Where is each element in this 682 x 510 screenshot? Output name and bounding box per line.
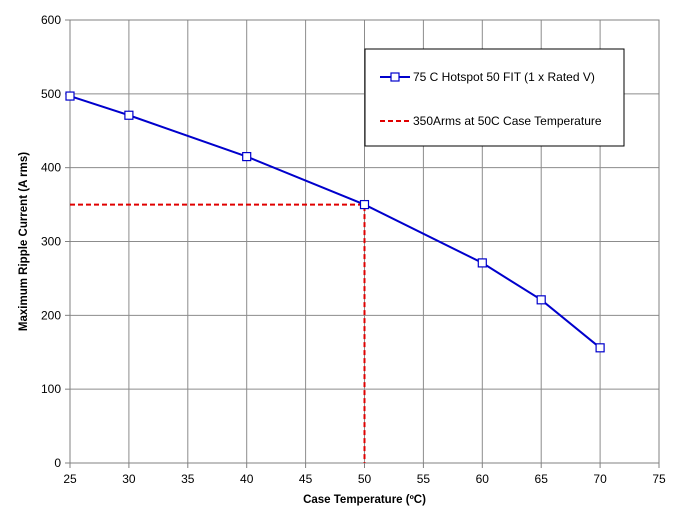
legend-label: 75 C Hotspot 50 FIT (1 x Rated V): [413, 70, 595, 84]
legend-label: 350Arms at 50C Case Temperature: [413, 114, 602, 128]
series-layer: [65, 91, 605, 463]
data-point: [124, 110, 134, 120]
y-tick-label: 600: [41, 13, 61, 27]
x-tick-label: 70: [593, 472, 607, 486]
x-tick-label: 30: [122, 472, 136, 486]
data-point: [536, 295, 546, 305]
x-tick-label: 35: [181, 472, 195, 486]
x-tick-label: 50: [358, 472, 372, 486]
y-tick-label: 100: [41, 382, 61, 396]
x-tick-label: 75: [652, 472, 666, 486]
data-point: [477, 258, 487, 268]
data-point: [242, 151, 252, 162]
x-axis-ticks: 25 30 35 40 45 50 55 60 65 70 75: [63, 463, 666, 486]
y-tick-label: 300: [41, 235, 61, 249]
data-point: [595, 343, 605, 353]
x-axis-title: Case Temperature (ºC): [303, 494, 426, 506]
y-tick-label: 400: [41, 161, 61, 175]
x-tick-label: 40: [240, 472, 254, 486]
legend-marker: [390, 72, 400, 82]
series-line-2: [70, 203, 366, 463]
y-tick-label: 0: [54, 456, 61, 470]
y-tick-label: 200: [41, 308, 61, 322]
y-tick-label: 500: [41, 87, 61, 101]
x-tick-label: 25: [63, 472, 77, 486]
x-tick-label: 60: [476, 472, 490, 486]
legend-box: [364, 48, 625, 147]
x-tick-label: 55: [417, 472, 431, 486]
data-point: [359, 199, 370, 210]
x-tick-label: 65: [535, 472, 549, 486]
y-axis-ticks: 0 100 200 300 400 500 600: [41, 13, 70, 470]
data-point: [65, 91, 75, 101]
x-tick-label: 45: [299, 472, 313, 486]
legend: 75 C Hotspot 50 FIT (1 x Rated V) 350Arms…: [364, 48, 625, 147]
y-axis-title: Maximum Ripple Current (A rms): [18, 152, 30, 331]
